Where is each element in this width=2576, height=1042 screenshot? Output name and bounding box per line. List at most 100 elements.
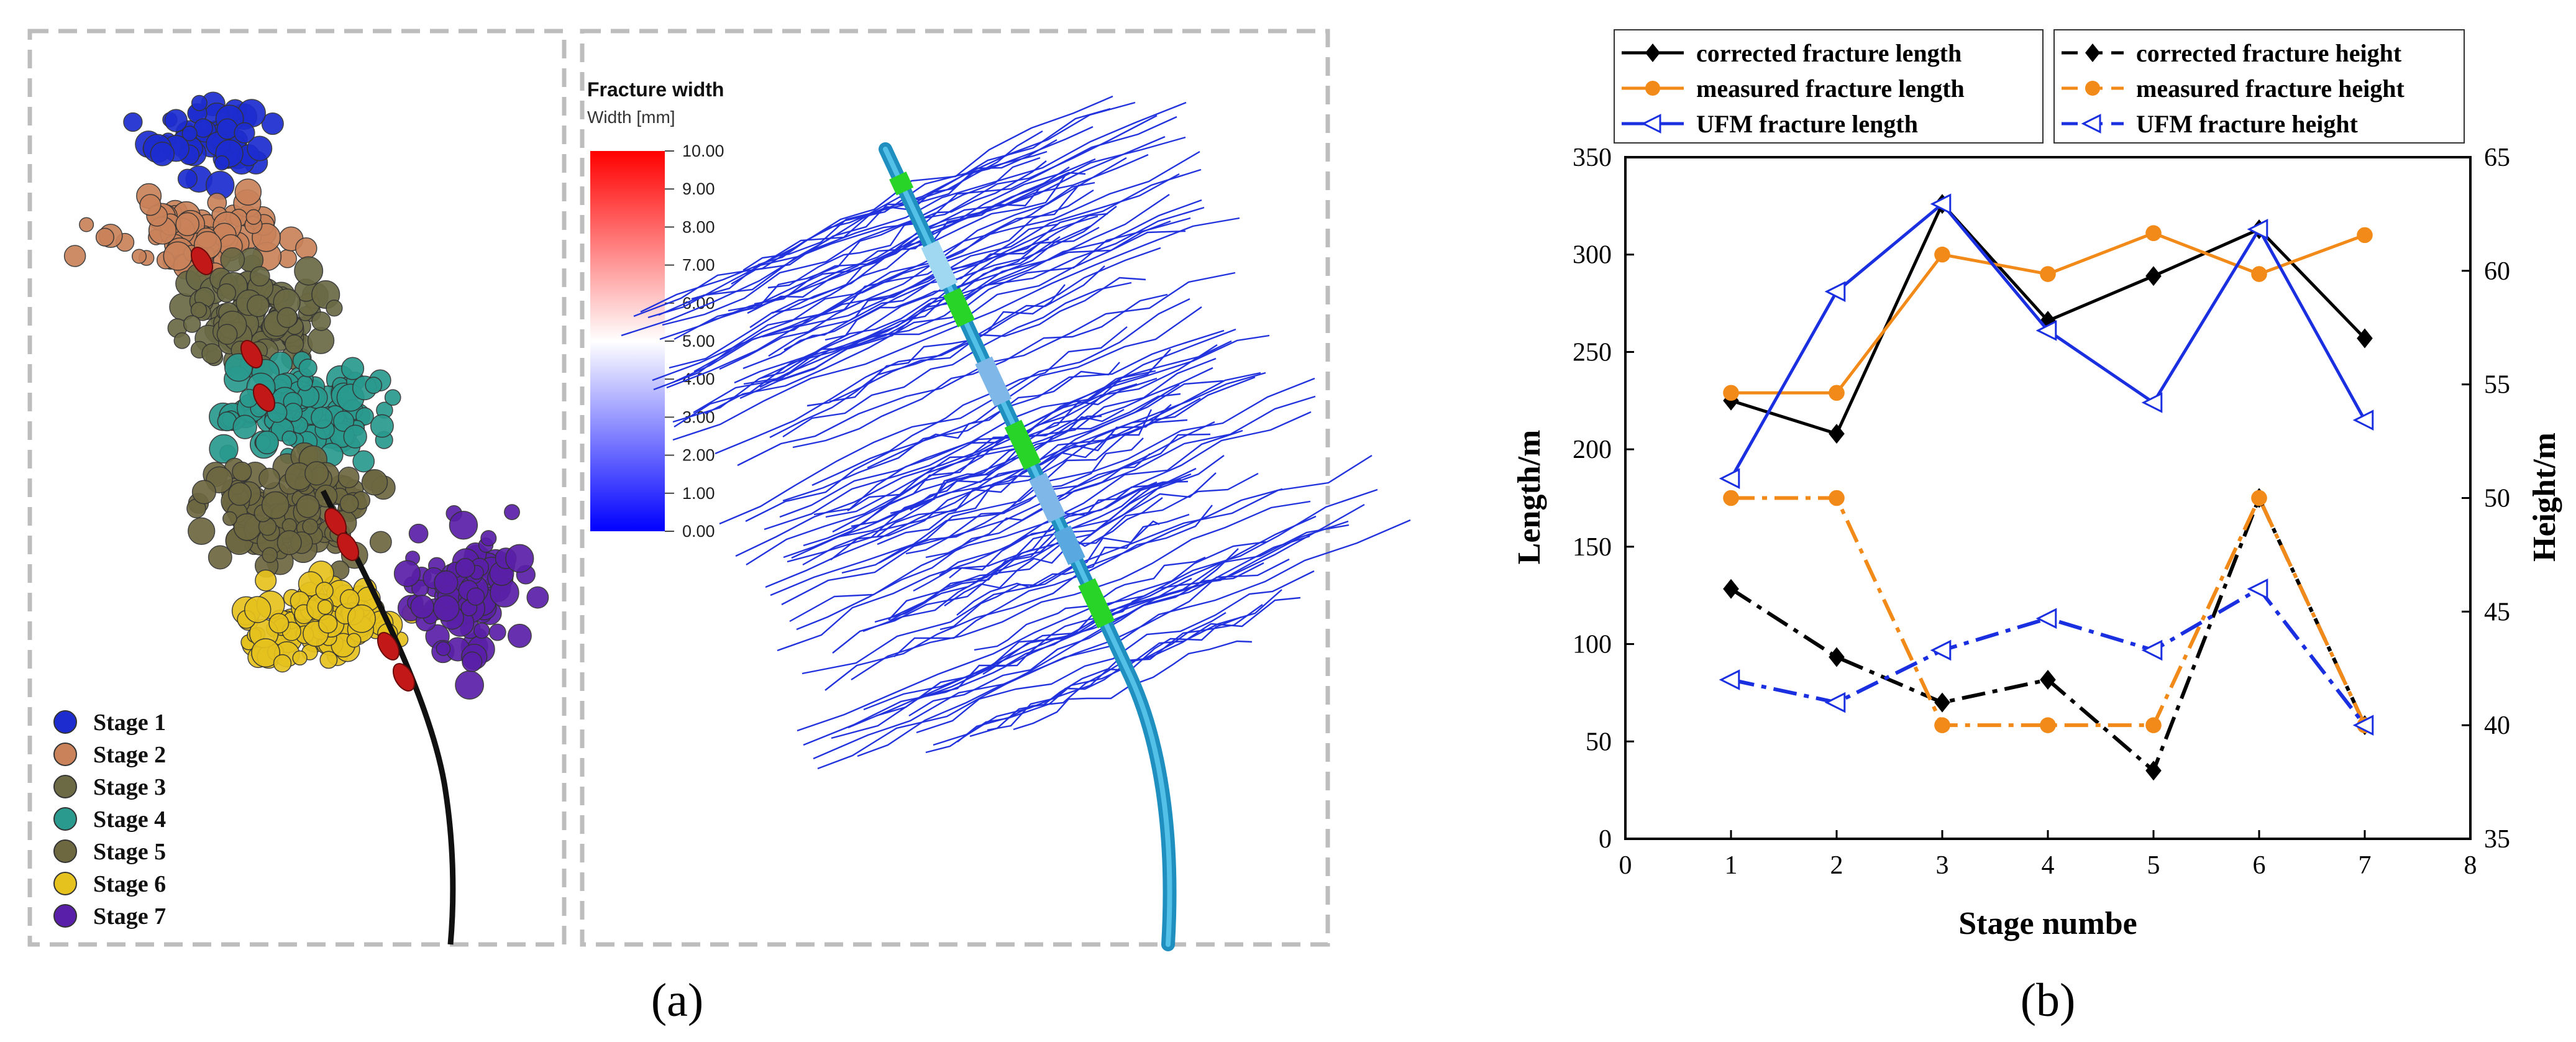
event-stage-7 bbox=[393, 560, 421, 587]
event-stage-3 bbox=[326, 299, 343, 317]
event-stage-4 bbox=[341, 357, 365, 380]
event-stage-4 bbox=[209, 434, 239, 464]
fracture-trace bbox=[633, 101, 1136, 318]
legend-item: corrected fracture length bbox=[1622, 39, 1962, 67]
legend-marker bbox=[1645, 81, 1660, 96]
event-stage-7 bbox=[432, 595, 460, 622]
stage-swatch bbox=[53, 904, 77, 928]
event-stage-1 bbox=[247, 135, 273, 162]
stage-swatch bbox=[53, 775, 77, 798]
fracture-trace bbox=[949, 481, 1158, 578]
colorbar-title: Fracture width bbox=[587, 78, 724, 101]
legend-marker bbox=[2085, 43, 2100, 62]
y2-tick-label: 60 bbox=[2484, 257, 2510, 286]
fracture-trace bbox=[857, 558, 1290, 757]
event-stage-5 bbox=[227, 482, 252, 506]
stage-label: Stage 2 bbox=[93, 742, 166, 768]
x-tick-label: 3 bbox=[1936, 851, 1949, 880]
event-stage-2 bbox=[63, 245, 86, 267]
legend-label: UFM fracture length bbox=[1696, 110, 1918, 138]
event-stage-4 bbox=[333, 410, 355, 432]
data-point bbox=[2145, 717, 2162, 733]
legend-item: UFM fracture length bbox=[1622, 110, 1918, 138]
event-stage-7 bbox=[526, 586, 549, 609]
y-axis-ticks: 0 50 100 150 200 250 300 350 bbox=[1573, 144, 1634, 854]
colorbar-ticks: 10.009.008.007.006.005.004.003.002.001.0… bbox=[665, 142, 724, 541]
panel-b-caption: (b) bbox=[2021, 974, 2076, 1026]
event-stage-5 bbox=[188, 517, 216, 545]
colorbar-subtitle: Width [mm] bbox=[587, 107, 675, 127]
event-stage-7 bbox=[449, 511, 478, 540]
event-stage-5 bbox=[369, 531, 392, 554]
event-stage-5 bbox=[304, 461, 329, 486]
event-stage-3 bbox=[190, 301, 208, 319]
legend-label: corrected fracture length bbox=[1696, 39, 1962, 67]
legend-item: measured fracture length bbox=[1622, 75, 1965, 103]
series-line bbox=[1731, 493, 2367, 728]
event-stage-4 bbox=[384, 389, 401, 406]
panel-a-right-frame bbox=[580, 29, 1330, 947]
fracture-trace bbox=[621, 101, 1187, 337]
fracture-trace bbox=[803, 503, 1365, 746]
series-measured-fracture-length bbox=[1723, 225, 2373, 401]
fracture-trace bbox=[659, 136, 1186, 340]
data-point bbox=[2251, 490, 2267, 506]
perforation-cluster bbox=[336, 532, 360, 561]
event-stage-1 bbox=[191, 94, 208, 111]
event-stage-7 bbox=[505, 544, 534, 573]
stage-swatch bbox=[53, 807, 77, 831]
fracture-trace bbox=[957, 604, 1263, 743]
data-point bbox=[1930, 193, 1952, 215]
x-tick-label: 5 bbox=[2147, 851, 2160, 880]
fracture-trace bbox=[746, 344, 1218, 566]
fracture-trace bbox=[933, 596, 1301, 746]
event-stage-4 bbox=[343, 424, 367, 449]
fracture-trace bbox=[877, 409, 1153, 546]
fracture-trace bbox=[786, 236, 1061, 377]
data-point bbox=[2145, 761, 2162, 781]
event-stage-7 bbox=[436, 641, 451, 656]
fracture-trace bbox=[734, 206, 1117, 384]
panel-a-caption: (a) bbox=[651, 974, 703, 1026]
event-stage-7 bbox=[473, 622, 490, 639]
series-layer bbox=[1719, 193, 2374, 781]
data-point bbox=[2035, 320, 2057, 341]
wellbore-stage-segment bbox=[889, 171, 914, 196]
event-stage-3 bbox=[311, 311, 331, 331]
event-stage-1 bbox=[164, 109, 188, 132]
perforation-cluster bbox=[392, 663, 416, 692]
event-stage-2 bbox=[234, 178, 262, 206]
fracture-trace bbox=[742, 213, 1108, 370]
legend-marker bbox=[2081, 114, 2101, 134]
perforation-cluster bbox=[252, 383, 276, 412]
fracture-trace bbox=[735, 328, 1236, 557]
data-point bbox=[1719, 669, 1740, 690]
fracture-trace bbox=[811, 326, 1128, 487]
event-stage-7 bbox=[455, 557, 475, 578]
event-stage-6 bbox=[339, 589, 360, 610]
event-stage-6 bbox=[255, 569, 277, 592]
event-stage-7 bbox=[488, 623, 506, 641]
event-stage-6 bbox=[346, 633, 362, 648]
event-stage-6 bbox=[315, 582, 334, 600]
event-stage-1 bbox=[123, 112, 143, 132]
x-axis-ticks: 0 1 2 3 4 5 6 7 8 bbox=[1619, 830, 2477, 880]
stage-legend-item: Stage 7 bbox=[53, 903, 166, 930]
x-axis-label: Stage numbe bbox=[1958, 906, 2137, 941]
fracture-trace bbox=[867, 362, 1120, 469]
fracture-trace bbox=[747, 166, 1070, 314]
wellbore-stage-segment bbox=[1053, 525, 1085, 565]
event-stage-7 bbox=[466, 587, 485, 606]
data-point bbox=[2141, 392, 2163, 413]
fracture-trace bbox=[767, 160, 1047, 289]
x-tick-label: 0 bbox=[1619, 851, 1632, 880]
event-stage-3 bbox=[216, 283, 237, 303]
fracture-trace bbox=[782, 281, 1132, 438]
event-stage-7 bbox=[504, 504, 520, 521]
event-stage-3 bbox=[220, 247, 245, 272]
event-stage-7 bbox=[480, 530, 497, 547]
y-tick-label: 250 bbox=[1573, 338, 1612, 367]
data-point bbox=[2352, 409, 2374, 431]
